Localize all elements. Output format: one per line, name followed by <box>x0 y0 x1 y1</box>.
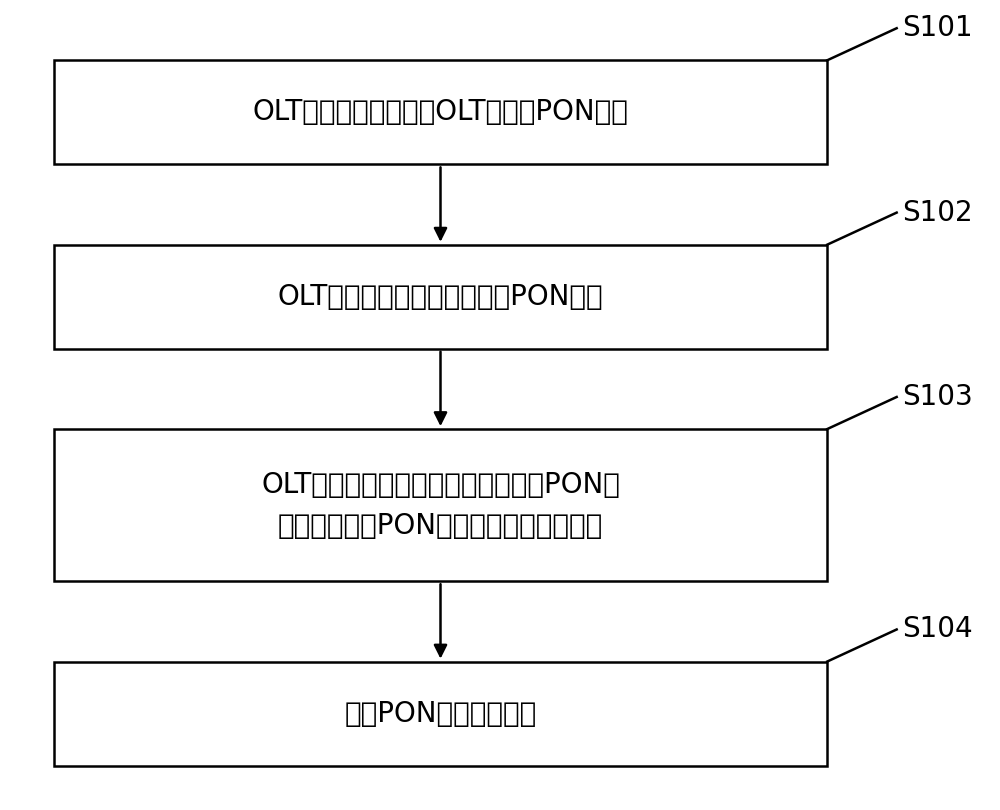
Text: 全网PON终端完成升级: 全网PON终端完成升级 <box>344 700 537 727</box>
Bar <box>54 429 827 582</box>
Bar <box>54 60 827 164</box>
Text: OLT随机选择并升级几台第一PON终端: OLT随机选择并升级几台第一PON终端 <box>278 283 603 311</box>
Text: OLT将升级命令下发到OLT下所有PON终端: OLT将升级命令下发到OLT下所有PON终端 <box>253 98 628 126</box>
Text: S102: S102 <box>902 198 972 227</box>
Text: S103: S103 <box>902 383 972 411</box>
Text: S104: S104 <box>902 616 972 643</box>
Text: S101: S101 <box>902 15 972 42</box>
Bar <box>54 662 827 765</box>
Bar <box>54 245 827 349</box>
Text: OLT控制获取到升级文件分片的第一PON终
端给其他第二PON终端传递升级文件分片: OLT控制获取到升级文件分片的第一PON终 端给其他第二PON终端传递升级文件分… <box>261 471 620 539</box>
